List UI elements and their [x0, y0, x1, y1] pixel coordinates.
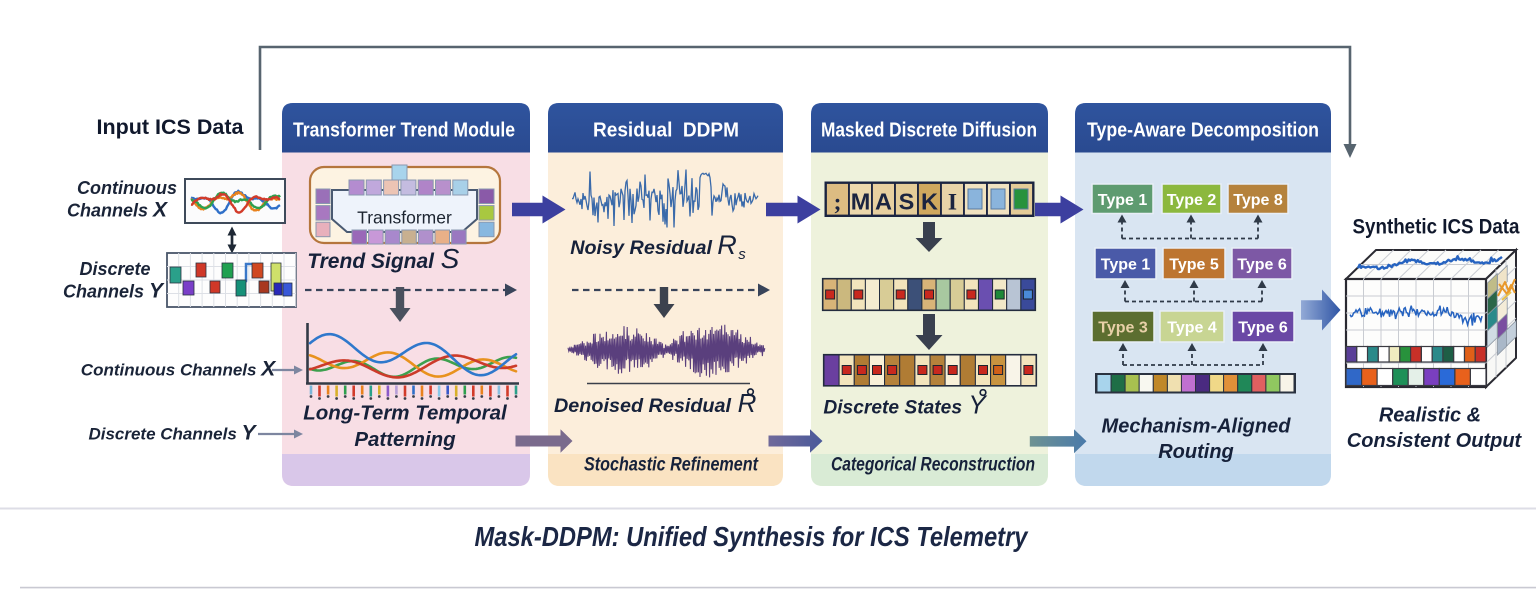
svg-text:Transformer Trend Module: Transformer Trend Module	[293, 119, 515, 142]
svg-text:Consistent Output: Consistent Output	[1347, 430, 1523, 452]
svg-text:S: S	[899, 189, 915, 215]
svg-text:Continuous Channels X: Continuous Channels X	[81, 358, 277, 381]
svg-text:Type 1: Type 1	[1098, 192, 1148, 209]
svg-text:R: R	[738, 388, 757, 418]
svg-text:Type 1: Type 1	[1101, 257, 1151, 274]
svg-text:Mechanism-Aligned: Mechanism-Aligned	[1102, 416, 1292, 438]
svg-text:Type 6: Type 6	[1237, 257, 1287, 274]
svg-text:Patterning: Patterning	[354, 428, 456, 451]
svg-text:Masked Discrete Diffusion: Masked Discrete Diffusion	[821, 119, 1037, 142]
svg-text:Synthetic ICS Data: Synthetic ICS Data	[1353, 216, 1520, 239]
svg-text:Type 3: Type 3	[1098, 320, 1148, 337]
svg-text:M: M	[851, 189, 871, 215]
svg-text:Type 2: Type 2	[1167, 192, 1217, 209]
svg-text:Type 5: Type 5	[1169, 257, 1219, 274]
svg-text:Discrete States: Discrete States	[823, 398, 962, 419]
svg-text:Type 8: Type 8	[1233, 192, 1283, 209]
svg-text:R: R	[717, 230, 737, 260]
svg-text:Stochastic Refinement: Stochastic Refinement	[584, 455, 759, 476]
svg-text:Discrete Channels Y: Discrete Channels Y	[88, 422, 257, 445]
svg-text:S: S	[441, 243, 460, 274]
svg-text:Type 6: Type 6	[1238, 320, 1288, 337]
svg-text:s: s	[738, 246, 746, 263]
svg-text:Transformer: Transformer	[357, 208, 452, 228]
svg-text:Noisy Residual: Noisy Residual	[570, 237, 712, 259]
svg-text:Residual DDPM: Residual DDPM	[593, 119, 739, 142]
svg-text:K: K	[921, 189, 938, 215]
svg-text:Discrete: Discrete	[79, 259, 150, 279]
svg-text:Mask-DDPM: Unified Synthesis f: Mask-DDPM: Unified Synthesis for ICS Tel…	[475, 521, 1029, 552]
svg-text:Type-Aware Decomposition: Type-Aware Decomposition	[1087, 119, 1319, 142]
svg-text:A: A	[875, 189, 892, 215]
svg-text:Y: Y	[968, 390, 987, 420]
svg-text:Continuous: Continuous	[77, 178, 177, 198]
svg-text:Realistic &: Realistic &	[1379, 405, 1481, 427]
svg-text:Channels Y: Channels Y	[63, 280, 165, 303]
svg-text:Input ICS Data: Input ICS Data	[97, 115, 245, 139]
svg-text:Trend Signal: Trend Signal	[307, 250, 435, 273]
svg-text:I: I	[948, 190, 957, 216]
svg-text:Channels X: Channels X	[67, 199, 169, 222]
svg-text:Denoised Residual: Denoised Residual	[554, 395, 731, 417]
svg-text:Categorical Reconstruction: Categorical Reconstruction	[831, 455, 1035, 476]
svg-text:Long-Term Temporal: Long-Term Temporal	[303, 402, 508, 425]
svg-text:Routing: Routing	[1158, 441, 1234, 463]
svg-text:Type 4: Type 4	[1167, 320, 1217, 337]
svg-text:;: ;	[834, 190, 842, 216]
